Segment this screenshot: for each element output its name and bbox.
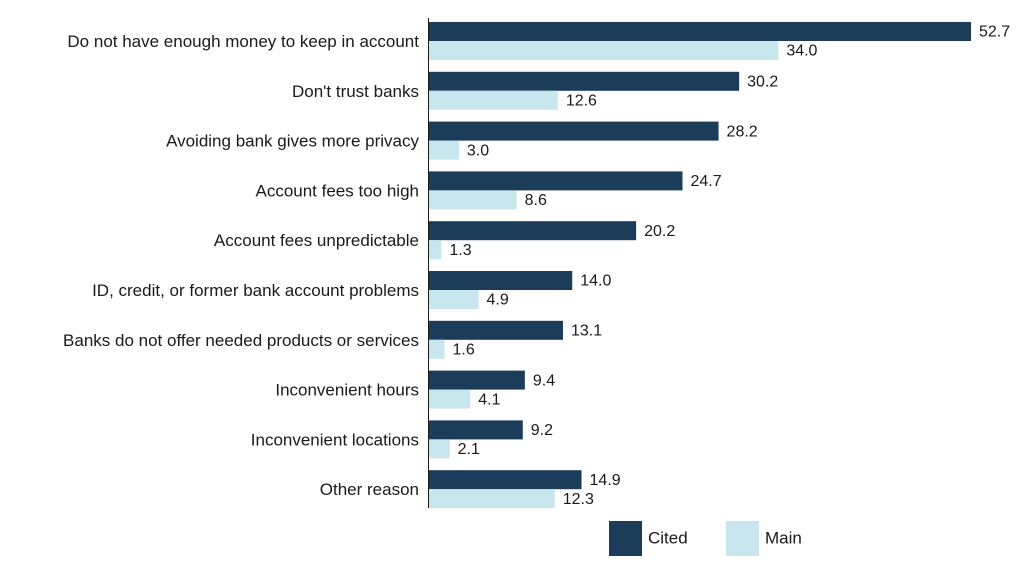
category-label: Do not have enough money to keep in acco… (67, 32, 419, 51)
bar-main (428, 90, 558, 110)
value-label-cited: 9.2 (531, 422, 553, 439)
value-label-main: 1.3 (449, 242, 471, 259)
bar-main (428, 339, 445, 359)
legend: Cited Main (609, 521, 802, 556)
bar-cited (428, 121, 719, 141)
value-label-cited: 13.1 (571, 323, 602, 340)
bar-main (428, 489, 555, 509)
legend-label-main: Main (765, 528, 802, 547)
value-label-main: 34.0 (786, 43, 817, 60)
category-label: Account fees too high (255, 181, 419, 200)
value-label-cited: 30.2 (747, 74, 778, 91)
value-label-cited: 52.7 (979, 24, 1010, 41)
value-label-main: 3.0 (467, 142, 489, 159)
category-labels: Do not have enough money to keep in acco… (63, 32, 419, 499)
bar-main (428, 389, 471, 409)
legend-label-cited: Cited (648, 528, 688, 547)
category-label: Avoiding bank gives more privacy (166, 132, 419, 151)
bar-cited (428, 171, 683, 191)
value-label-cited: 14.9 (590, 472, 621, 489)
bar-cited (428, 71, 740, 91)
value-label-main: 12.3 (563, 491, 594, 508)
category-label: Inconvenient locations (251, 430, 419, 449)
bar-main (428, 290, 479, 309)
value-label-main: 4.1 (478, 391, 500, 408)
bar-main (428, 41, 779, 60)
bar-cited (428, 420, 523, 440)
category-label: ID, credit, or former bank account probl… (92, 281, 419, 300)
category-label: Banks do not offer needed products or se… (63, 331, 419, 350)
value-labels: 52.7 34.0 30.2 12.6 28.2 3.0 24.7 8.6 20.2 1.3 14.… (449, 24, 1010, 508)
bar-main (428, 140, 459, 160)
value-label-main: 1.6 (452, 342, 474, 359)
legend-swatch-main (726, 521, 759, 556)
category-label: Inconvenient hours (275, 381, 419, 400)
bar-main (428, 240, 442, 260)
category-label: Other reason (320, 480, 419, 499)
bar-cited (428, 370, 525, 390)
value-label-main: 2.1 (458, 441, 480, 458)
bar-cited (428, 470, 582, 490)
bar-cited (428, 221, 637, 241)
bar-main (428, 439, 450, 459)
value-label-cited: 24.7 (690, 173, 721, 190)
value-label-cited: 9.4 (533, 372, 555, 389)
bar-cited (428, 271, 573, 290)
value-label-main: 4.9 (486, 292, 508, 309)
value-label-main: 8.6 (525, 192, 547, 209)
legend-swatch-cited (609, 521, 642, 556)
value-label-cited: 20.2 (644, 223, 675, 240)
bar-cited (428, 320, 563, 340)
bar-cited (428, 22, 971, 41)
value-label-cited: 14.0 (580, 273, 611, 290)
bar-main (428, 190, 517, 210)
bars (428, 22, 971, 509)
category-label: Account fees unpredictable (214, 231, 419, 250)
value-label-cited: 28.2 (727, 123, 758, 140)
value-label-main: 12.6 (566, 93, 597, 110)
category-label: Don't trust banks (292, 82, 419, 101)
